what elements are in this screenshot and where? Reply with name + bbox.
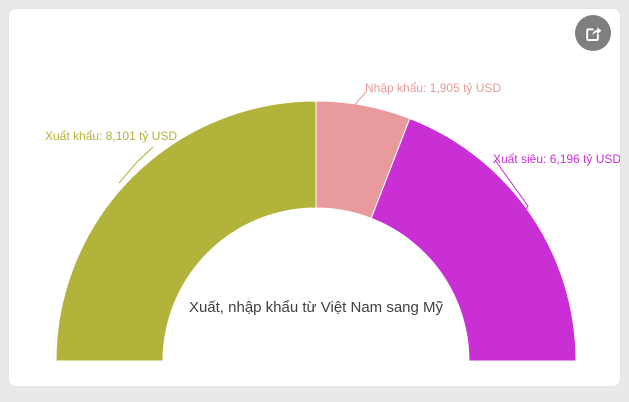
chart-card: Xuất khẩu: 8,101 tỷ USD Nhập khẩu: 1,905… [8,8,621,387]
half-donut-chart [55,91,577,362]
chart-title: Xuất, nhập khẩu từ Việt Nam sang Mỹ [188,299,444,316]
slice-xuat-khau[interactable] [55,100,317,362]
connector-nhap-khau [352,91,367,108]
slice-xuat-sieu[interactable] [370,117,577,362]
share-button[interactable] [575,15,611,51]
connector-xuat-sieu [494,159,529,217]
connector-xuat-khau [118,146,154,184]
data-label-xuat-khau: Xuất khẩu: 8,101 tỷ USD [45,129,178,143]
data-label-xuat-sieu: Xuất siêu: 6,196 tỷ USD [493,152,621,166]
data-label-nhap-khau: Nhập khẩu: 1,905 tỷ USD [365,81,502,95]
share-icon [584,24,603,43]
